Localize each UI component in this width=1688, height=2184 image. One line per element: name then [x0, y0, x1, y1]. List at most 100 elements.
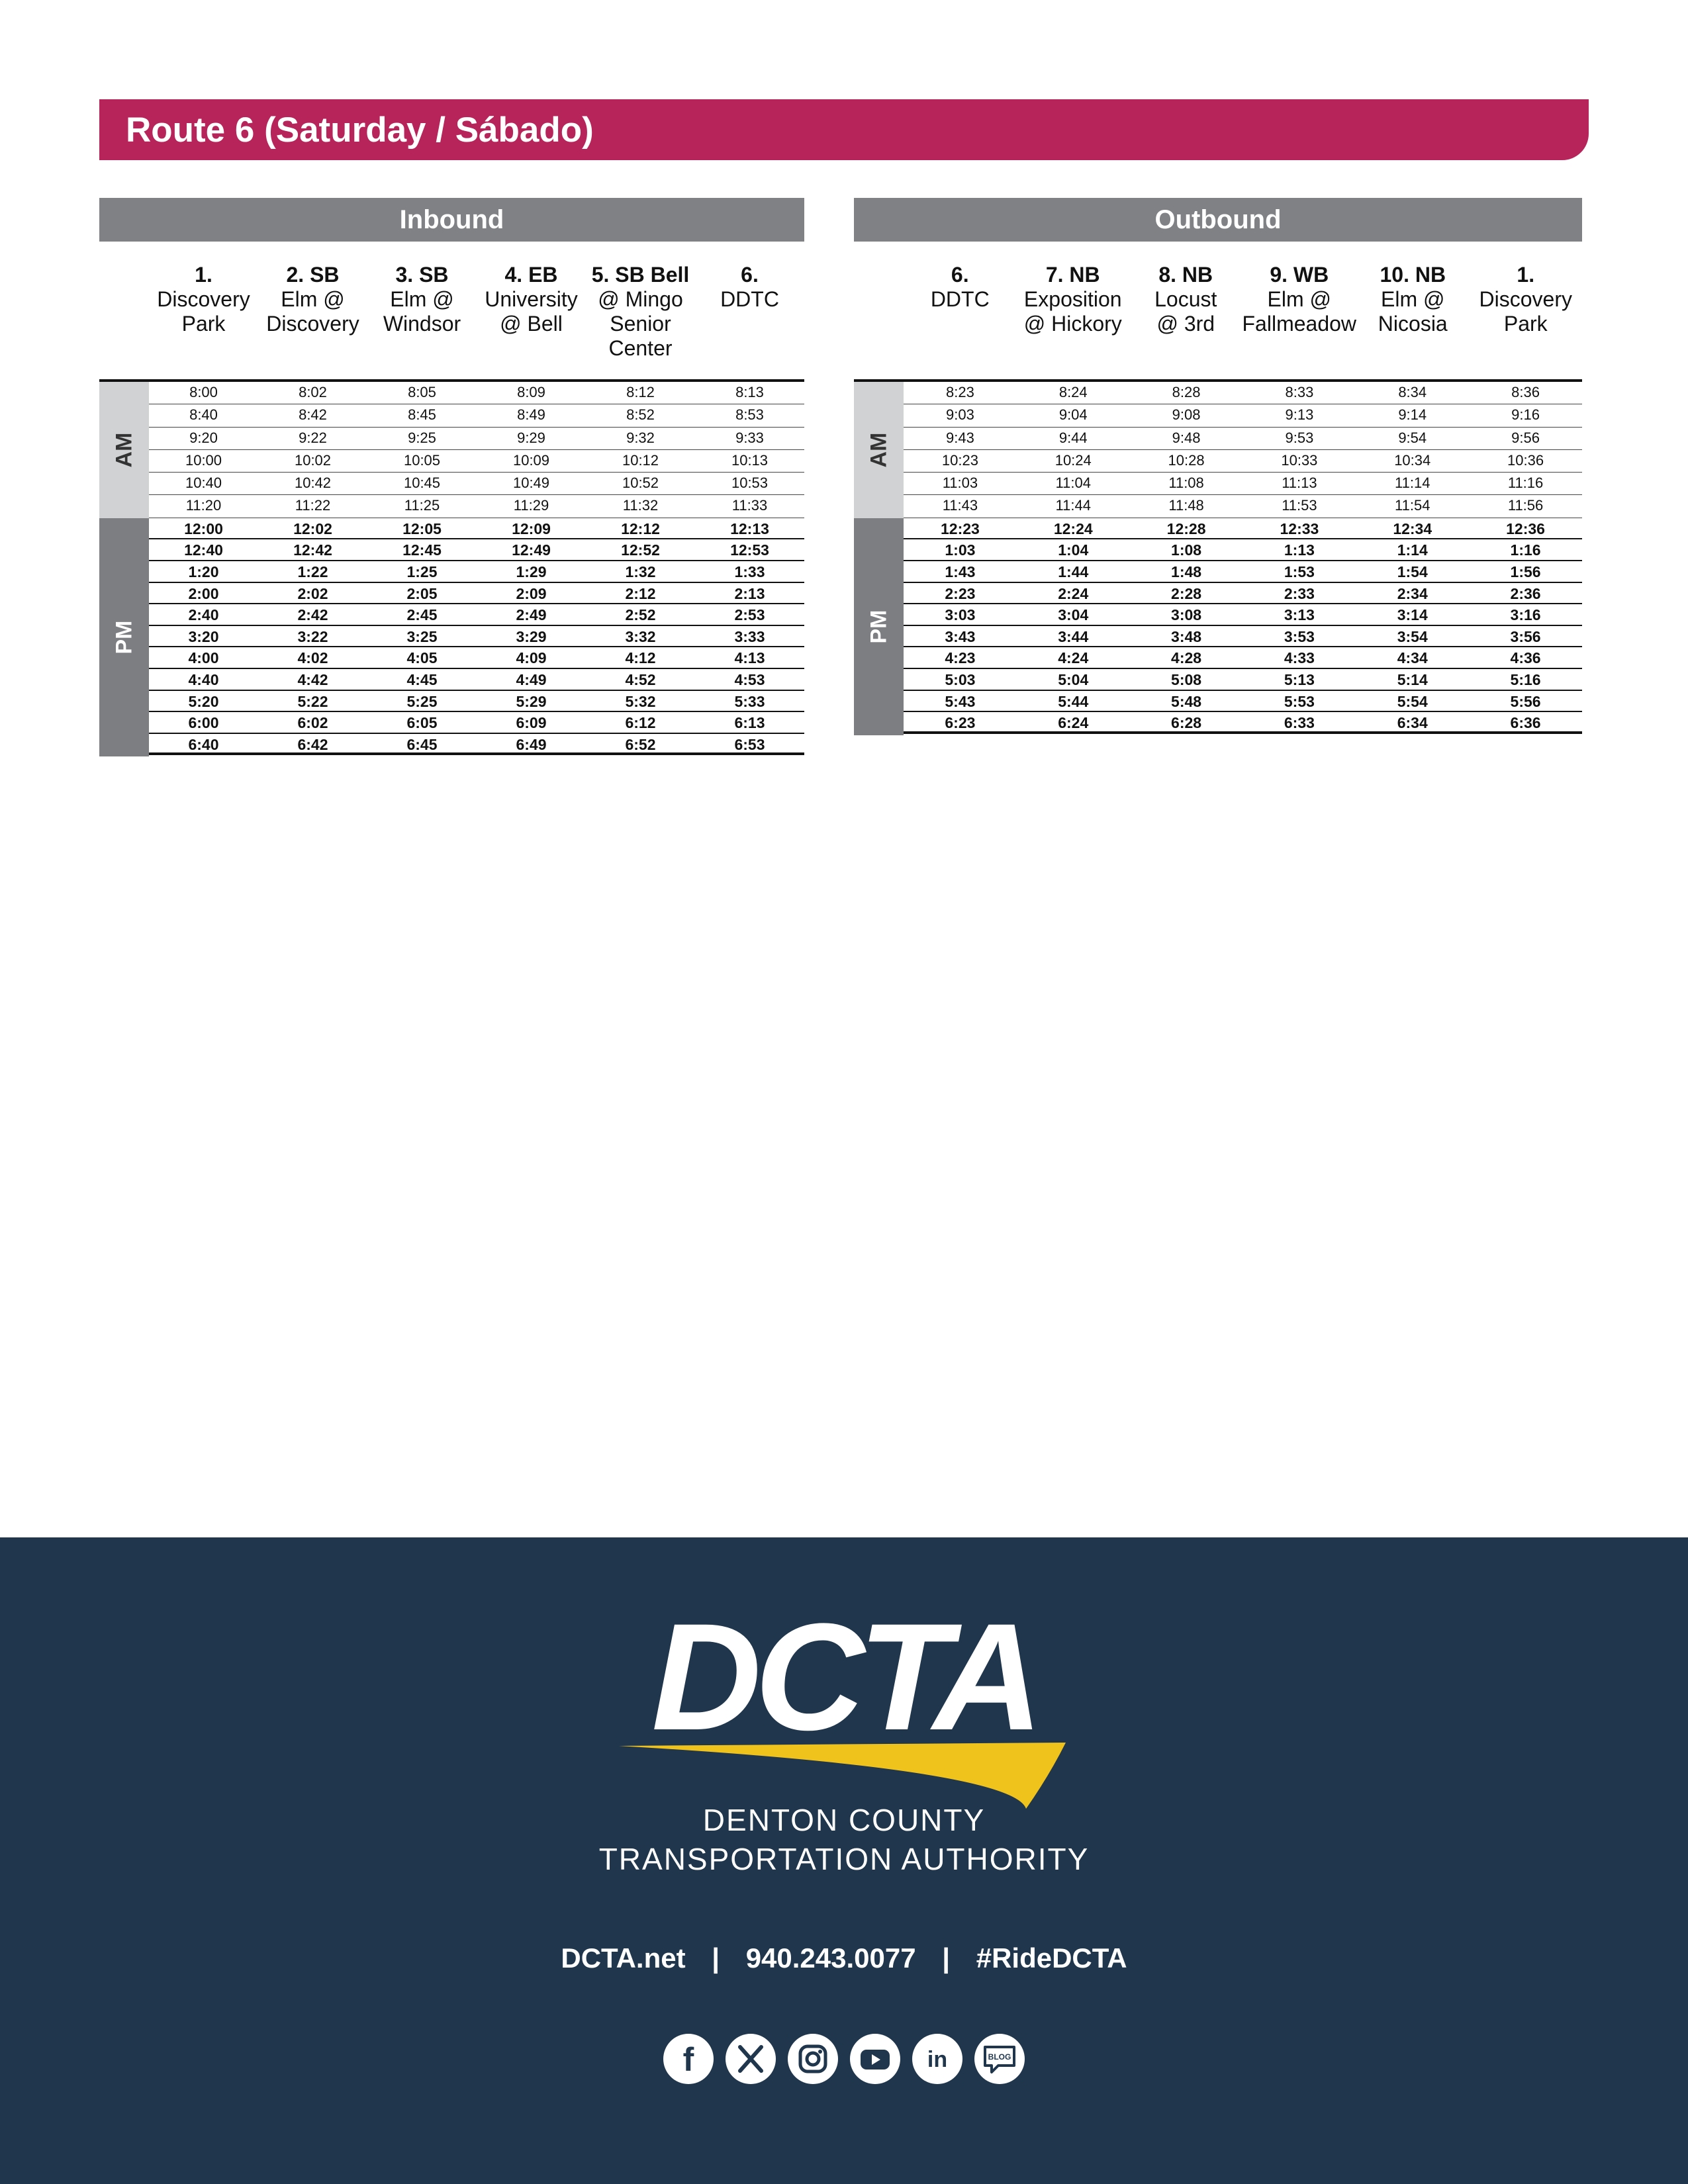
separator: | — [712, 1942, 720, 1974]
x-icon[interactable] — [726, 2034, 776, 2084]
time-cell: 2:12 — [625, 584, 656, 602]
time-cell: 3:03 — [945, 606, 976, 624]
time-cell: 4:02 — [297, 649, 328, 667]
time-cell: 10:42 — [294, 475, 332, 492]
time-cell: 6:45 — [406, 735, 438, 753]
time-cell: 12:45 — [402, 541, 442, 559]
time-cell: 8:05 — [408, 384, 436, 400]
time-cell: 11:29 — [513, 497, 549, 514]
time-cell: 8:42 — [299, 406, 327, 424]
time-cell: 11:20 — [185, 497, 222, 514]
blog-icon[interactable]: BLOG — [974, 2034, 1025, 2084]
table-row: 4:40 4:42 4:45 4:49 4:52 4:53 — [149, 669, 804, 691]
stop-number: 4. EB — [504, 263, 558, 287]
time-cell: 5:04 — [1058, 670, 1089, 688]
time-cell: 6:40 — [188, 735, 219, 753]
org-name-line2: TRANSPORTATION AUTHORITY — [598, 1842, 1090, 1876]
table-row: 4:00 4:02 4:05 4:09 4:12 4:13 — [149, 647, 804, 669]
time-cell: 4:23 — [945, 649, 976, 667]
time-cell: 3:22 — [297, 627, 328, 645]
table-row: 8:23 8:24 8:28 8:33 8:34 8:36 — [904, 382, 1582, 405]
stop-name-line: Elm @ — [1381, 287, 1445, 311]
time-cell: 9:25 — [408, 429, 436, 446]
time-cell: 3:29 — [516, 627, 547, 645]
stop-name-line: DDTC — [930, 287, 990, 311]
table-row: 1:03 1:04 1:08 1:13 1:14 1:16 — [904, 539, 1582, 561]
time-cell: 8:45 — [408, 406, 436, 424]
time-cell: 5:13 — [1284, 670, 1315, 688]
time-cell: 4:05 — [406, 649, 438, 667]
stop-name-line: Center — [608, 336, 673, 360]
linkedin-icon[interactable]: in — [912, 2034, 962, 2084]
time-cell: 11:25 — [404, 497, 440, 514]
time-cell: 8:36 — [1511, 384, 1540, 400]
stop-header: 7. NB Exposition @ Hickory — [1017, 263, 1130, 372]
stop-name-line: Elm @ — [281, 287, 345, 311]
stop-header: 8. NB Locust @ 3rd — [1129, 263, 1243, 372]
stop-number: 8. NB — [1158, 263, 1213, 287]
time-cell: 11:04 — [1055, 475, 1091, 492]
time-cell: 6:23 — [945, 714, 976, 732]
time-cell: 9:54 — [1398, 429, 1427, 446]
time-cell: 10:05 — [403, 451, 441, 469]
stop-number: 9. WB — [1270, 263, 1329, 287]
time-cell: 4:28 — [1171, 649, 1202, 667]
stop-name-line: @ Hickory — [1023, 312, 1122, 336]
stop-number: 2. SB — [286, 263, 340, 287]
phone-number[interactable]: 940.243.0077 — [745, 1942, 916, 1974]
website-link[interactable]: DCTA.net — [561, 1942, 686, 1974]
time-cell: 9:33 — [735, 429, 764, 446]
table-row: 11:03 11:04 11:08 11:13 11:14 11:16 — [904, 473, 1582, 496]
time-cell: 12:53 — [730, 541, 769, 559]
time-cell: 6:05 — [406, 714, 438, 732]
table-row: 11:43 11:44 11:48 11:53 11:54 11:56 — [904, 495, 1582, 518]
time-cell: 9:08 — [1172, 406, 1201, 424]
stop-name-line: @ Mingo — [598, 287, 683, 311]
time-cell: 12:24 — [1053, 520, 1093, 537]
time-cell: 10:00 — [185, 451, 222, 469]
time-cell: 12:42 — [293, 541, 332, 559]
time-cell: 4:12 — [625, 649, 656, 667]
time-cell: 4:40 — [188, 670, 219, 688]
stop-number: 6. — [741, 263, 759, 287]
hashtag: #RideDCTA — [976, 1942, 1127, 1974]
time-cell: 1:22 — [297, 563, 328, 580]
time-cell: 12:36 — [1506, 520, 1545, 537]
time-cell: 4:53 — [734, 670, 765, 688]
time-cell: 10:28 — [1168, 451, 1205, 469]
youtube-icon[interactable] — [850, 2034, 900, 2084]
time-cell: 9:43 — [946, 429, 974, 446]
stop-name-line: University — [485, 287, 578, 311]
time-cell: 12:33 — [1280, 520, 1319, 537]
am-label: AM — [854, 382, 904, 518]
stop-number: 3. SB — [395, 263, 449, 287]
pm-label: PM — [854, 518, 904, 735]
time-cell: 1:20 — [188, 563, 219, 580]
instagram-icon[interactable] — [788, 2034, 838, 2084]
table-row: 2:40 2:42 2:45 2:49 2:52 2:53 — [149, 604, 804, 626]
time-cell: 11:16 — [1507, 475, 1544, 492]
time-cell: 5:16 — [1510, 670, 1541, 688]
table-row: 11:20 11:22 11:25 11:29 11:32 11:33 — [149, 495, 804, 518]
dcta-logo: DCTA — [619, 1610, 1066, 1809]
stop-name-line: Elm @ — [390, 287, 454, 311]
time-cell: 12:34 — [1393, 520, 1432, 537]
table-row: 12:23 12:24 12:28 12:33 12:34 12:36 — [904, 518, 1582, 540]
time-cell: 1:44 — [1058, 563, 1089, 580]
time-cell: 5:14 — [1397, 670, 1428, 688]
time-cell: 4:34 — [1397, 649, 1428, 667]
facebook-icon[interactable]: f — [663, 2034, 714, 2084]
table-row: 5:03 5:04 5:08 5:13 5:14 5:16 — [904, 669, 1582, 691]
time-cell: 10:13 — [731, 451, 769, 469]
time-cell: 1:04 — [1058, 541, 1089, 559]
time-cell: 8:02 — [299, 384, 327, 400]
table-row: 3:43 3:44 3:48 3:53 3:54 3:56 — [904, 626, 1582, 648]
time-cell: 9:14 — [1398, 406, 1427, 424]
time-cell: 2:45 — [406, 606, 438, 624]
time-cell: 2:13 — [734, 584, 765, 602]
time-cell: 10:34 — [1394, 451, 1431, 469]
time-cell: 9:13 — [1285, 406, 1314, 424]
stop-number: 1. — [195, 263, 212, 287]
time-cell: 6:13 — [734, 714, 765, 732]
time-cell: 3:25 — [406, 627, 438, 645]
